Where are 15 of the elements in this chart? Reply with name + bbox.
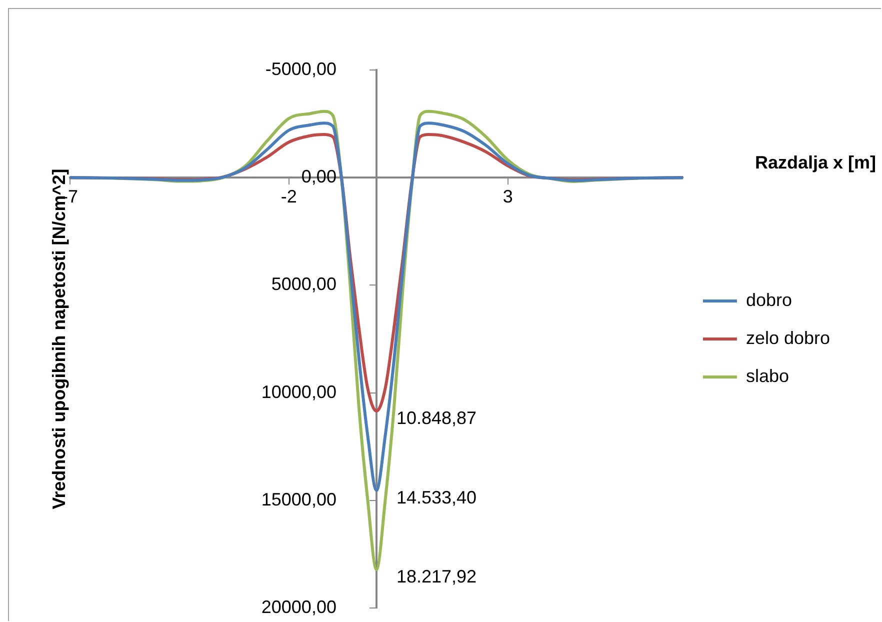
x-tick-label: -2 <box>280 186 297 206</box>
y-tick-label: 0,00 <box>301 166 336 187</box>
legend-label: zelo dobro <box>746 328 830 348</box>
legend-label: slabo <box>746 366 789 386</box>
data-label: 10.848,87 <box>396 408 477 428</box>
legend-label: dobro <box>746 290 792 310</box>
y-tick-label: 10000,00 <box>261 382 336 402</box>
y-tick-label: 5000,00 <box>271 274 336 294</box>
y-tick-label: 20000,00 <box>261 596 336 617</box>
y-tick-label: 15000,00 <box>261 489 336 510</box>
x-tick-label: 3 <box>502 186 513 206</box>
x-axis-title: Razdalja x [m] <box>754 152 876 173</box>
y-tick-label: -5000,00 <box>265 58 336 79</box>
data-label: 18.217,92 <box>396 566 477 587</box>
data-label: 14.533,40 <box>396 487 477 508</box>
